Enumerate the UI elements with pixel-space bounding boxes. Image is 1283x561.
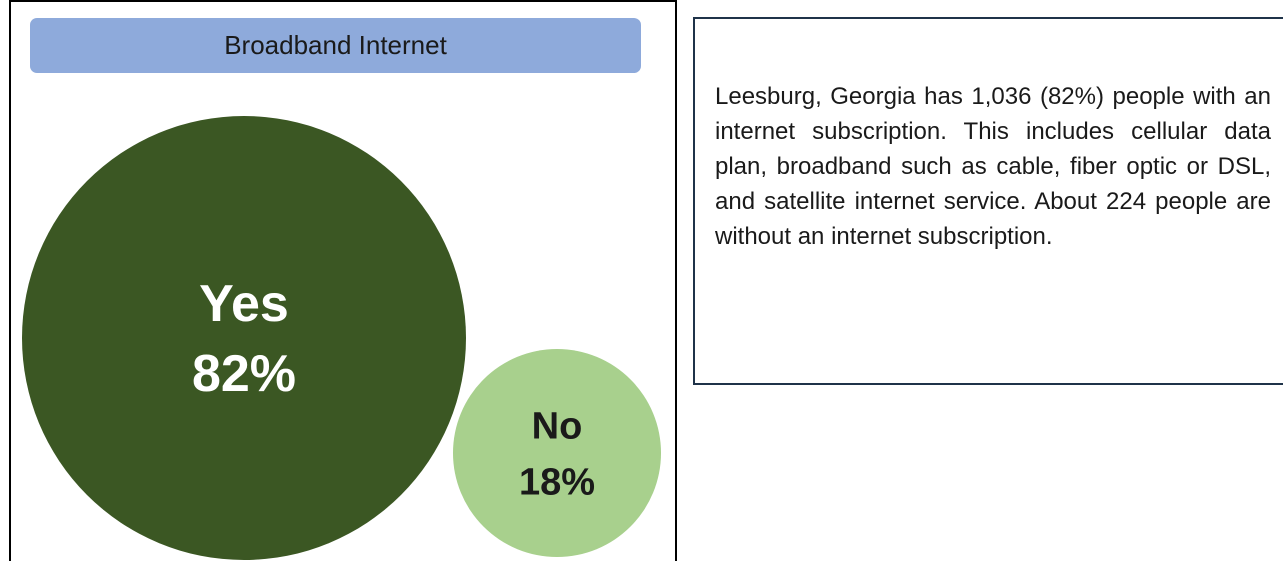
bubble-yes-label: Yes [199, 275, 289, 333]
bubble-no [452, 348, 662, 558]
summary-panel: Leesburg, Georgia has 1,036 (82%) people… [693, 17, 1283, 385]
bubble-no-value: 18% [519, 461, 595, 503]
bubble-no-label: No [532, 405, 583, 447]
chart-title: Broadband Internet [30, 18, 641, 73]
bubble-yes [22, 116, 466, 560]
chart-panel: Broadband Internet Yes 82% No 18% [9, 0, 677, 561]
bubble-chart: Yes 82% No 18% [22, 116, 662, 560]
summary-text: Leesburg, Georgia has 1,036 (82%) people… [715, 83, 1271, 250]
bubble-yes-value: 82% [192, 345, 296, 403]
